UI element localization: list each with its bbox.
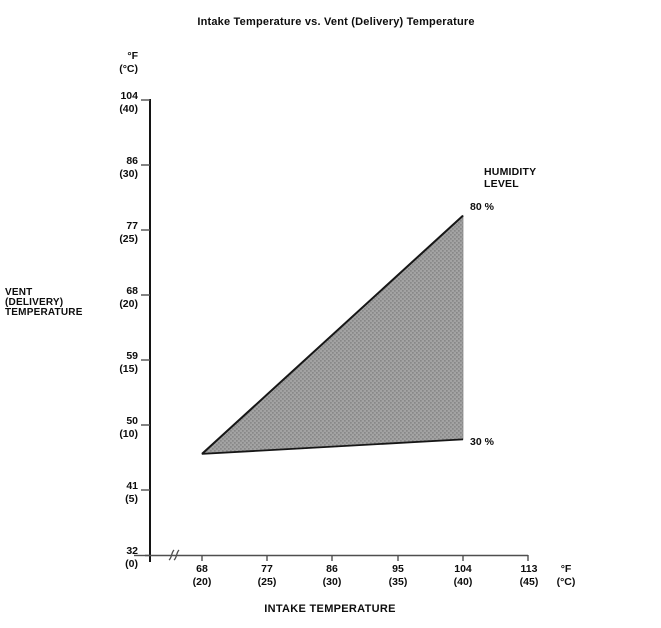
y-axis-title-line: VENT xyxy=(5,287,33,298)
y-tick-label-32: 32 (0) xyxy=(55,545,138,571)
y-tick-label-77: 77 (25) xyxy=(55,220,138,246)
y-tick-c: (15) xyxy=(119,363,138,375)
y-tick-f: 77 xyxy=(126,220,138,232)
y-tick-c: (20) xyxy=(119,298,138,310)
x-tick-f: 104 xyxy=(454,563,472,575)
x-axis-unit: °F (°C) xyxy=(536,563,596,589)
y-tick-f: 104 xyxy=(120,90,138,102)
x-tick-c: (35) xyxy=(388,576,408,588)
x-tick-f: 77 xyxy=(261,563,273,575)
y-tick-c: (0) xyxy=(125,558,138,570)
x-tick-label-77: 77 (25) xyxy=(237,563,297,589)
y-tick-c: (25) xyxy=(119,233,138,245)
y-tick-c: (5) xyxy=(125,493,138,505)
y-tick-c: (30) xyxy=(119,168,138,180)
y-tick-f: 68 xyxy=(126,285,138,297)
x-tick-f: 68 xyxy=(196,563,208,575)
y-axis-title-line: (DELIVERY) xyxy=(5,297,64,308)
x-tick-label-113: 113 (45) xyxy=(499,563,559,589)
y-tick-marks xyxy=(134,99,150,557)
axis-break-icon xyxy=(168,549,180,561)
y-axis-title-line: TEMPERATURE xyxy=(5,307,83,318)
x-tick-c: (45) xyxy=(519,576,539,588)
x-tick-f: 95 xyxy=(392,563,404,575)
x-tick-label-86: 86 (30) xyxy=(302,563,362,589)
x-tick-marks xyxy=(201,555,529,561)
y-tick-c: (40) xyxy=(119,103,138,115)
x-tick-f: 113 xyxy=(520,563,538,575)
y-axis-title: VENT (DELIVERY) TEMPERATURE xyxy=(5,288,125,318)
x-axis-unit-f: °F xyxy=(560,563,572,575)
x-tick-label-104: 104 (40) xyxy=(433,563,493,589)
y-tick-f: 32 xyxy=(126,545,138,557)
humidity-80-label: 80 % xyxy=(470,201,494,213)
y-tick-f: 50 xyxy=(126,415,138,427)
x-axis-unit-c: (°C) xyxy=(556,576,576,588)
humidity-level-label: HUMIDITY LEVEL xyxy=(484,166,537,190)
x-tick-c: (20) xyxy=(192,576,212,588)
y-tick-f: 41 xyxy=(126,480,138,492)
y-tick-f: 59 xyxy=(126,350,138,362)
y-axis-unit: °F (°C) xyxy=(55,50,138,76)
y-tick-label-104: 104 (40) xyxy=(55,90,138,116)
y-axis-unit-c: (°C) xyxy=(119,63,138,75)
humidity-30-label: 30 % xyxy=(470,436,494,448)
y-tick-c: (10) xyxy=(119,428,138,440)
y-tick-label-41: 41 (5) xyxy=(55,480,138,506)
x-tick-label-68: 68 (20) xyxy=(172,563,232,589)
y-tick-label-86: 86 (30) xyxy=(55,155,138,181)
x-tick-label-95: 95 (35) xyxy=(368,563,428,589)
x-tick-c: (25) xyxy=(257,576,277,588)
y-tick-label-68: 68 (20) xyxy=(55,285,138,311)
chart-title: Intake Temperature vs. Vent (Delivery) T… xyxy=(197,16,475,28)
x-axis-title: INTAKE TEMPERATURE xyxy=(264,603,396,615)
x-tick-c: (40) xyxy=(453,576,473,588)
humidity-30-line xyxy=(201,438,464,455)
x-tick-c: (30) xyxy=(322,576,342,588)
y-tick-f: 86 xyxy=(126,155,138,167)
y-tick-label-59: 59 (15) xyxy=(55,350,138,376)
y-axis-unit-f: °F xyxy=(127,50,138,62)
x-tick-f: 86 xyxy=(326,563,338,575)
y-tick-label-50: 50 (10) xyxy=(55,415,138,441)
humidity-80-line xyxy=(201,214,464,455)
